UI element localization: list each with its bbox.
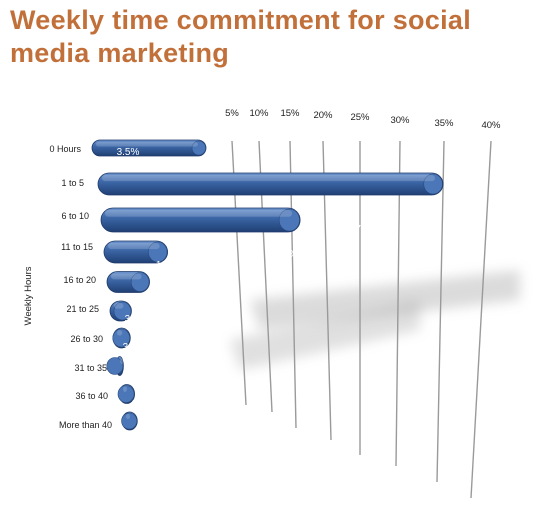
bar [121,411,138,431]
bar [106,271,150,293]
bar-shadow [230,300,420,370]
chart-title: Weekly time commitment for social media … [10,5,472,68]
category-label: 1 to 5 [61,178,84,188]
gridline [436,140,445,483]
bar [106,356,124,376]
bar-value-label: 10.6% [156,260,184,271]
bar-shadow [250,270,520,330]
x-tick-label: 25% [350,112,370,123]
bar [97,172,444,196]
bar-value-label: 26.2% [270,249,298,260]
category-label: 21 to 25 [66,304,99,314]
x-tick-label: 15% [280,108,300,119]
category-label: More than 40 [59,420,112,430]
gridline [470,140,492,499]
bar-value-label: 7.6% [155,288,178,299]
bar-value-label: 3.0% [132,399,155,410]
bar [117,384,136,404]
bar [112,327,131,349]
bar-value-label: 3.9% [125,314,148,325]
category-label: 6 to 10 [61,211,89,221]
x-tick-label: 35% [434,118,454,129]
x-tick-label: 20% [313,110,333,121]
bar-value-label: 3.2% [123,342,146,353]
category-label: 11 to 15 [61,242,93,252]
category-label: 16 to 20 [63,275,96,285]
bar [91,139,207,157]
x-tick-label: 40% [481,120,501,131]
category-label: 0 Hours [49,144,81,154]
x-tick-label: 30% [390,115,410,126]
category-label: 26 to 30 [70,334,103,344]
bar-value-label: 3.0% [134,427,157,438]
bar-value-label: 1.4% [125,364,148,375]
bar-value-label: 3.5% [117,147,140,158]
x-tick-label: 5% [225,108,239,119]
category-label: 36 to 40 [75,391,108,401]
y-axis-label: Weekly Hours [23,266,34,325]
category-label: 31 to 35 [74,363,107,373]
bar-value-label: 37.7% [350,224,378,235]
x-tick-label: 10% [249,108,269,119]
bar [109,300,132,322]
bar [100,207,301,233]
bar [103,240,168,264]
